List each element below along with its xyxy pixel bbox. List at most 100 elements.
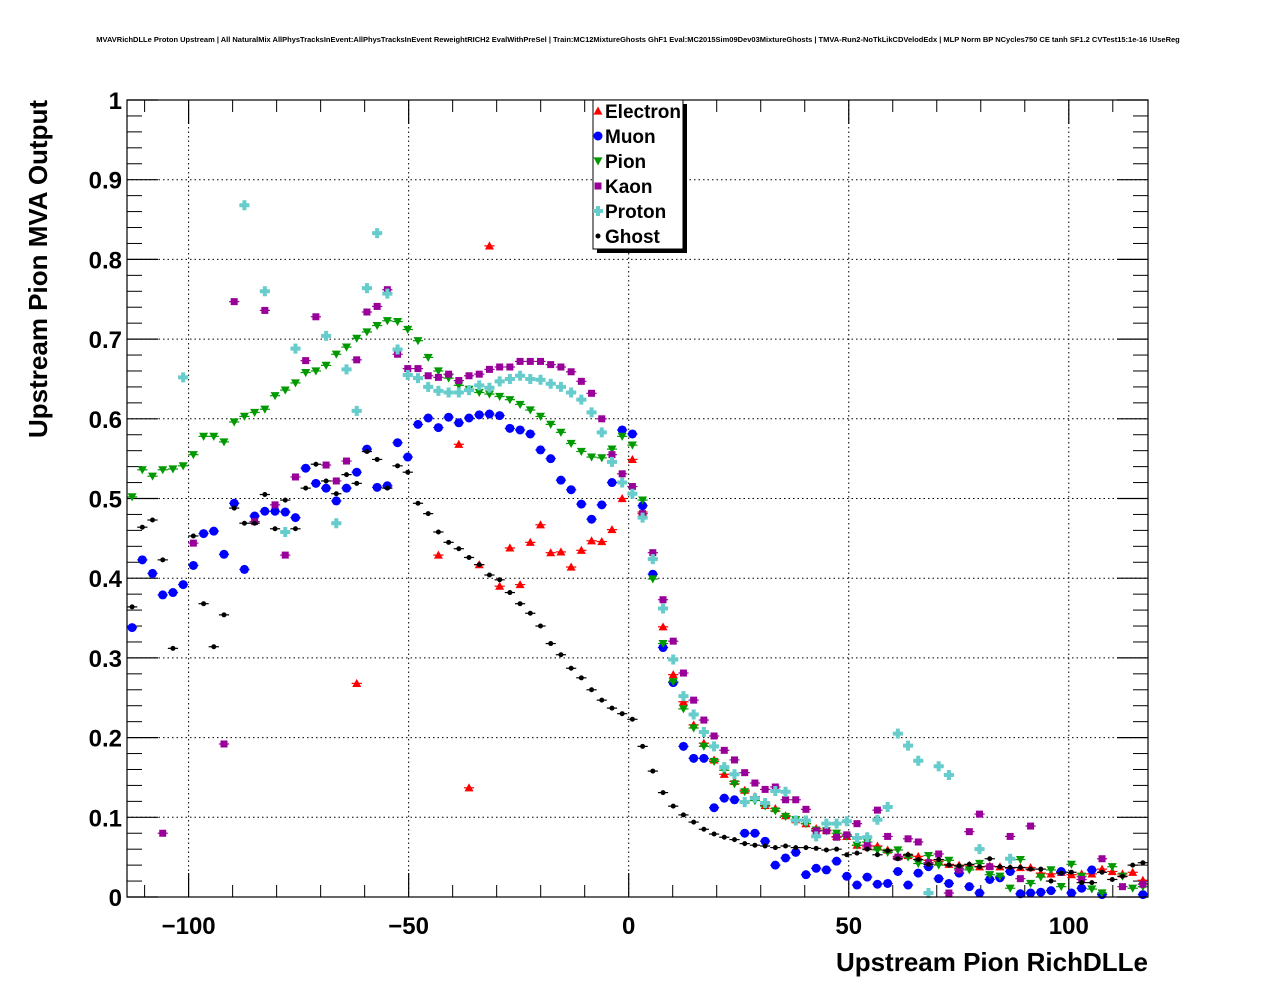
data-point-muon [893, 866, 903, 876]
data-point-ghost [425, 511, 431, 517]
data-point-proton [943, 770, 954, 781]
data-point-kaon [577, 377, 585, 385]
data-point-kaon [475, 370, 483, 378]
data-point-proton [535, 374, 546, 385]
data-point-pion [229, 418, 239, 427]
data-point-muon [781, 853, 791, 863]
data-point-muon [791, 847, 801, 857]
data-point-muon [413, 419, 423, 429]
legend-marker-proton-icon [593, 206, 603, 216]
data-point-electron [505, 543, 515, 552]
data-point-proton [464, 385, 475, 396]
data-point-muon [862, 872, 872, 882]
data-point-pion [1097, 889, 1107, 898]
data-point-ghost [772, 845, 778, 851]
data-point-muon [597, 500, 607, 510]
data-point-muon [505, 423, 515, 433]
data-point-muon [556, 475, 566, 485]
data-point-ghost [211, 644, 217, 650]
data-point-ghost [486, 572, 492, 578]
data-point-muon [913, 868, 923, 878]
data-point-ghost [568, 665, 574, 671]
data-point-muon [188, 560, 198, 570]
data-point-muon [474, 410, 484, 420]
data-point-kaon [404, 365, 412, 373]
data-point-electron [566, 562, 576, 571]
data-point-muon [495, 411, 505, 421]
data-point-proton [423, 381, 434, 392]
data-point-muon [260, 506, 270, 516]
data-point-ghost [292, 526, 298, 532]
data-point-proton [586, 407, 597, 418]
data-point-muon [689, 753, 699, 763]
data-point-kaon [261, 306, 269, 314]
data-point-muon [944, 878, 954, 888]
data-point-muon [290, 513, 300, 523]
y-tick-label: 0.9 [89, 168, 122, 195]
data-point-pion [178, 462, 188, 471]
data-point-kaon [659, 596, 667, 604]
y-tick-label: 0 [109, 885, 122, 912]
data-point-muon [985, 874, 995, 884]
data-point-muon [1015, 889, 1025, 899]
data-point-ghost [538, 623, 544, 629]
data-point-ghost [129, 604, 135, 610]
data-point-ghost [354, 480, 360, 486]
y-tick-label: 1 [109, 88, 122, 115]
data-point-muon [964, 882, 974, 892]
data-point-muon [1087, 865, 1097, 875]
y-tick-label: 0.7 [89, 327, 122, 354]
data-point-proton [596, 427, 607, 438]
data-point-ghost [752, 842, 758, 848]
legend-label-kaon: Kaon [605, 177, 653, 198]
data-point-ghost [946, 862, 952, 868]
data-point-kaon [751, 779, 759, 787]
data-point-ghost [1058, 870, 1064, 876]
data-point-pion [678, 705, 688, 714]
data-point-ghost [1099, 869, 1105, 875]
data-point-pion [250, 408, 260, 417]
data-point-proton [831, 818, 842, 829]
data-point-proton [402, 369, 413, 380]
data-point-pion [433, 367, 443, 376]
data-point-pion [137, 466, 147, 475]
data-point-ghost [160, 557, 166, 563]
data-point-ghost [956, 863, 962, 869]
data-point-pion [627, 441, 637, 450]
data-point-kaon [353, 356, 361, 364]
data-point-pion [127, 493, 137, 502]
data-point-ghost [895, 856, 901, 862]
data-point-pion [852, 841, 862, 850]
data-point-proton [331, 518, 342, 529]
data-point-ghost [252, 520, 258, 526]
data-point-muon [209, 526, 219, 536]
data-point-kaon [669, 637, 677, 645]
data-point-muon [525, 429, 535, 439]
data-point-proton [749, 793, 760, 804]
data-point-ghost [272, 526, 278, 532]
x-axis-title: Upstream Pion RichDLLe [836, 947, 1148, 977]
data-point-muon [678, 741, 688, 751]
data-point-ghost [190, 533, 196, 539]
data-point-electron [627, 454, 637, 464]
data-point-ghost [844, 852, 850, 858]
data-point-ghost [170, 645, 176, 651]
data-point-ghost [1038, 866, 1044, 872]
series-kaon [157, 286, 1148, 897]
data-point-ghost [711, 831, 717, 837]
data-point-muon [372, 482, 382, 492]
data-point-kaon [1006, 832, 1014, 840]
data-point-kaon [720, 746, 728, 754]
data-point-muon [699, 753, 709, 763]
data-point-ghost [507, 590, 513, 596]
data-point-proton [1005, 853, 1016, 864]
data-point-kaon [1027, 822, 1035, 830]
data-point-electron [587, 536, 597, 545]
data-point-proton [576, 394, 587, 405]
data-point-muon [627, 429, 637, 439]
data-point-muon [852, 880, 862, 890]
data-point-ghost [1068, 869, 1074, 875]
data-point-proton [933, 761, 944, 772]
data-point-proton [841, 816, 852, 827]
data-point-proton [872, 814, 883, 825]
